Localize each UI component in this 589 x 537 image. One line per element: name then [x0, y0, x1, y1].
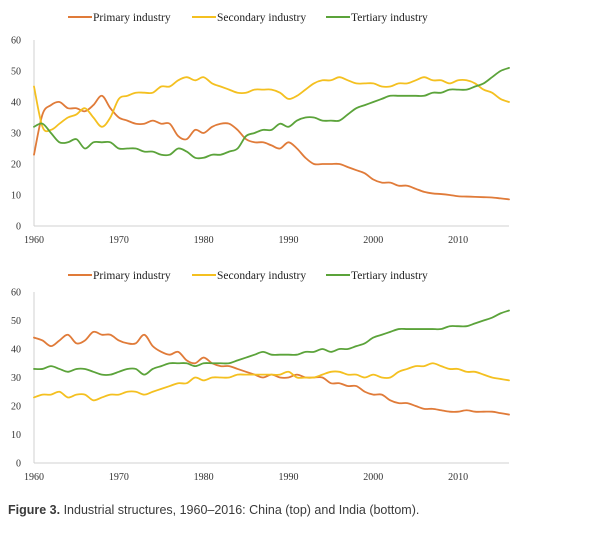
x-tick-label: 1980 [194, 235, 214, 246]
legend-label: Secondary industry [217, 270, 306, 282]
legend-label: Secondary industry [217, 12, 306, 24]
legend-label: Tertiary industry [351, 12, 428, 24]
chart-china: 0 10 20 30 40 50 60 1960 1970 1980 1990 2000 2010 Pri… [11, 12, 510, 246]
legend-label: Primary industry [93, 12, 171, 24]
y-tick-label: 30 [11, 373, 21, 384]
y-tick-label: 40 [11, 345, 21, 356]
series-line-secondary-industry [33, 76, 510, 133]
x-tick-label: 1990 [278, 235, 298, 246]
figure-caption: Figure 3. Industrial structures, 1960–20… [8, 503, 419, 517]
x-tick-label: 2000 [363, 472, 383, 483]
series-line-primary-industry [33, 330, 510, 416]
legend-label: Primary industry [93, 270, 171, 282]
figure-label: Figure 3. [8, 503, 61, 517]
x-tick-label: 2000 [363, 235, 383, 246]
x-tick-label: 1960 [24, 472, 44, 483]
series-line-tertiary-industry [33, 309, 510, 376]
x-tick-label: 1990 [278, 472, 298, 483]
y-tick-label: 50 [11, 67, 21, 78]
y-tick-label: 20 [11, 402, 21, 413]
y-tick-label: 10 [11, 191, 21, 202]
y-tick-label: 0 [16, 459, 21, 470]
y-tick-label: 60 [11, 36, 21, 47]
x-tick-label: 1970 [109, 235, 129, 246]
y-tick-label: 50 [11, 316, 21, 327]
y-tick-label: 20 [11, 160, 21, 171]
x-tick-label: 1970 [109, 472, 129, 483]
legend-label: Tertiary industry [351, 270, 428, 282]
y-tick-label: 10 [11, 430, 21, 441]
x-tick-label: 2010 [448, 235, 468, 246]
y-tick-label: 0 [16, 222, 21, 233]
y-tick-label: 40 [11, 98, 21, 109]
x-tick-label: 1960 [24, 235, 44, 246]
figure-caption-text: Industrial structures, 1960–2016: China … [63, 503, 420, 517]
series-line-secondary-industry [33, 362, 510, 402]
x-tick-label: 2010 [448, 472, 468, 483]
y-tick-label: 30 [11, 129, 21, 140]
chart-india: 0 10 20 30 40 50 60 1960 1970 1980 1990 2000 2010 Pri… [11, 270, 510, 483]
x-tick-label: 1980 [194, 472, 214, 483]
series-line-tertiary-industry [33, 67, 510, 160]
series-line-primary-industry [33, 94, 510, 201]
y-tick-label: 60 [11, 288, 21, 299]
